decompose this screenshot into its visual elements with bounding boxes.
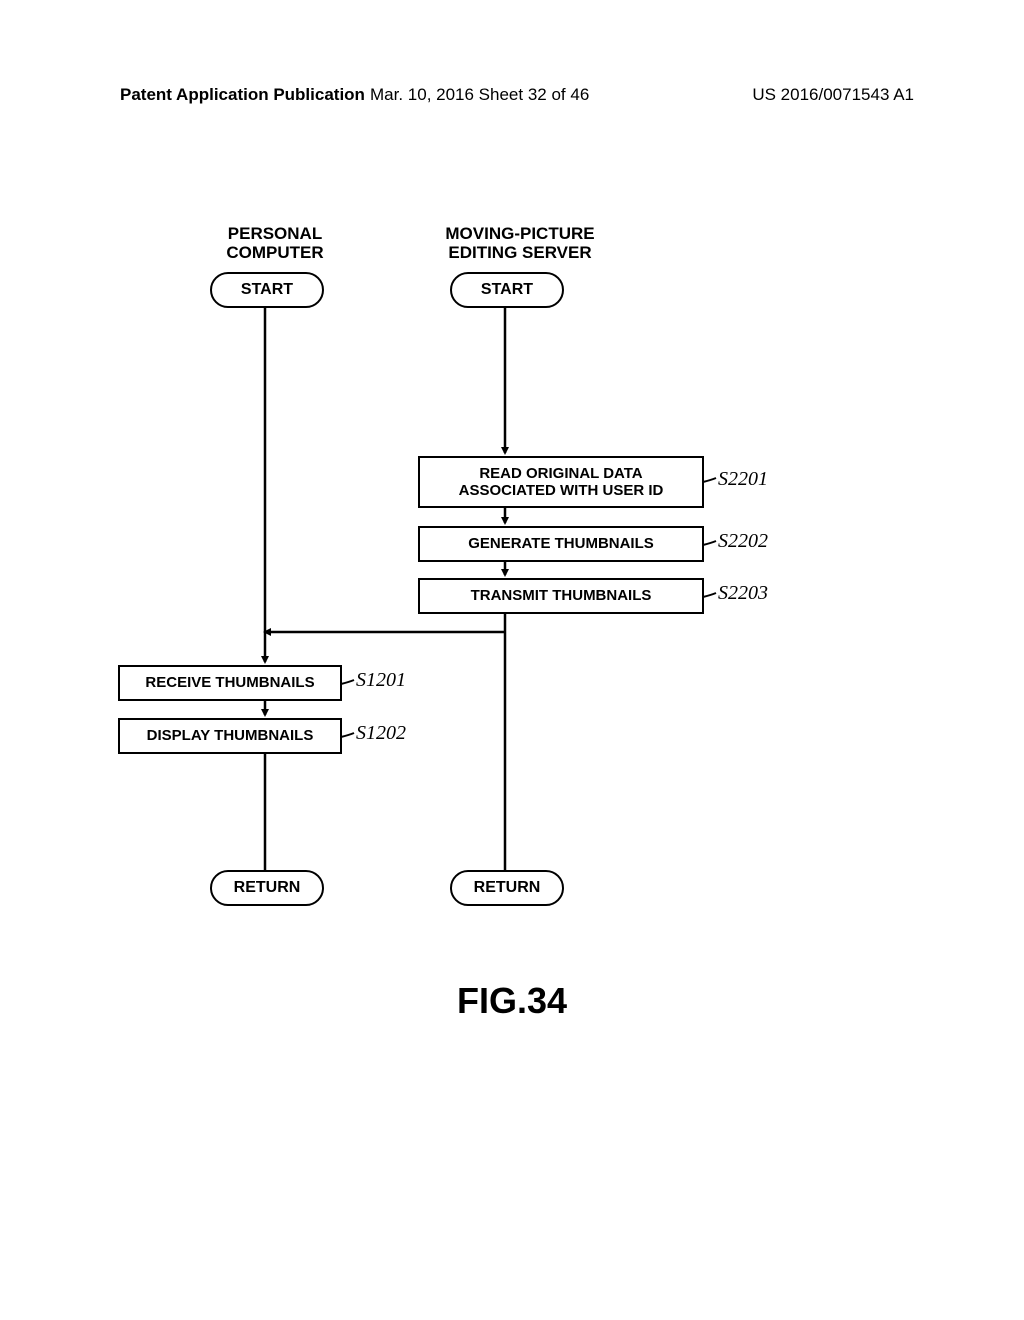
flow-lines <box>0 0 1024 1320</box>
